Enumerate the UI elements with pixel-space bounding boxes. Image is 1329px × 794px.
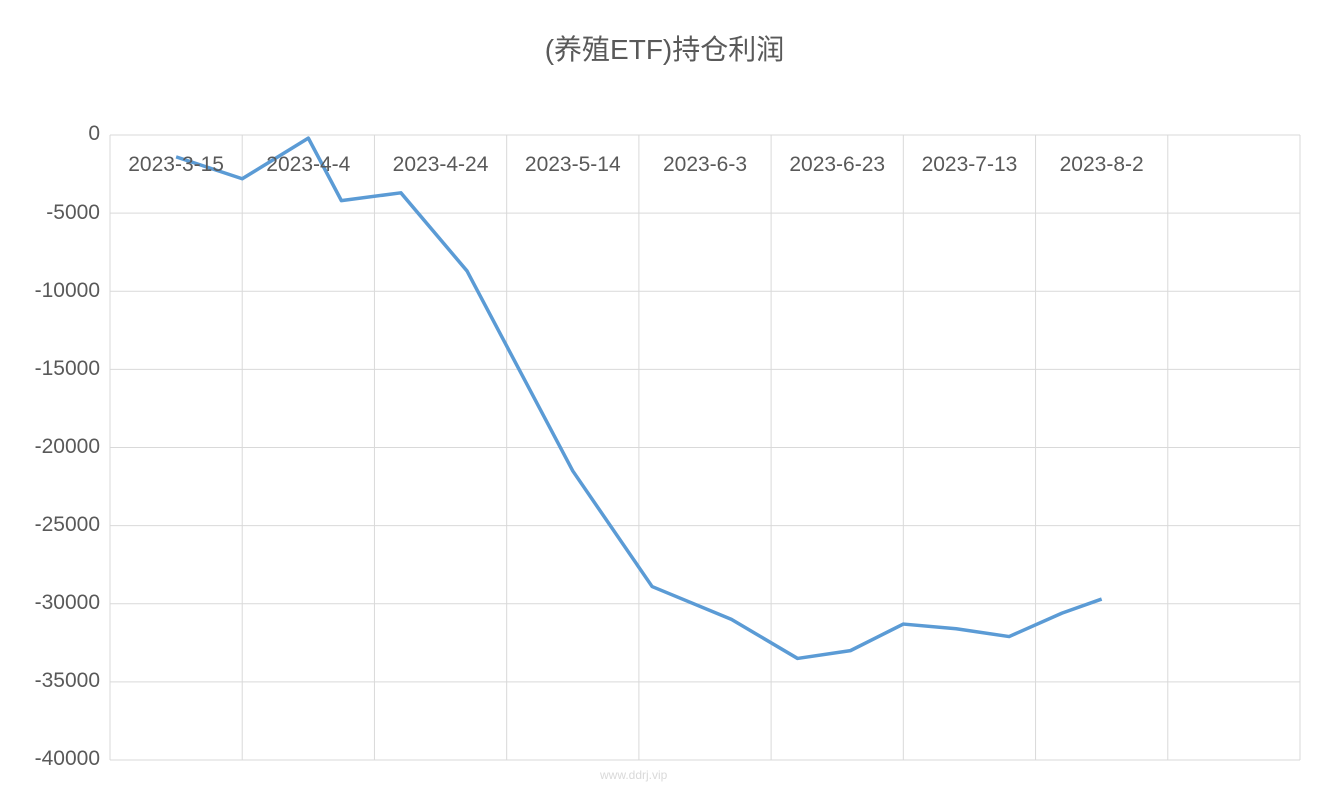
x-tick-label: 2023-4-4 xyxy=(266,153,350,177)
y-tick-label: -30000 xyxy=(35,591,100,615)
x-tick-label: 2023-6-23 xyxy=(789,153,885,177)
x-tick-label: 2023-8-2 xyxy=(1060,153,1144,177)
y-tick-label: -10000 xyxy=(35,279,100,303)
x-tick-label: 2023-6-3 xyxy=(663,153,747,177)
y-tick-label: -35000 xyxy=(35,669,100,693)
chart-plot-area xyxy=(0,0,1329,794)
y-tick-label: 0 xyxy=(88,122,100,146)
y-tick-label: -25000 xyxy=(35,513,100,537)
watermark-text: www.ddrj.vip xyxy=(600,768,667,782)
y-tick-label: -20000 xyxy=(35,435,100,459)
y-tick-label: -5000 xyxy=(46,201,100,225)
x-tick-label: 2023-4-24 xyxy=(393,153,489,177)
x-tick-label: 2023-7-13 xyxy=(922,153,1018,177)
x-tick-label: 2023-5-14 xyxy=(525,153,621,177)
line-chart: (养殖ETF)持仓利润 www.ddrj.vip 0-5000-10000-15… xyxy=(0,0,1329,794)
x-tick-label: 2023-3-15 xyxy=(128,153,224,177)
y-tick-label: -40000 xyxy=(35,747,100,771)
y-tick-label: -15000 xyxy=(35,357,100,381)
